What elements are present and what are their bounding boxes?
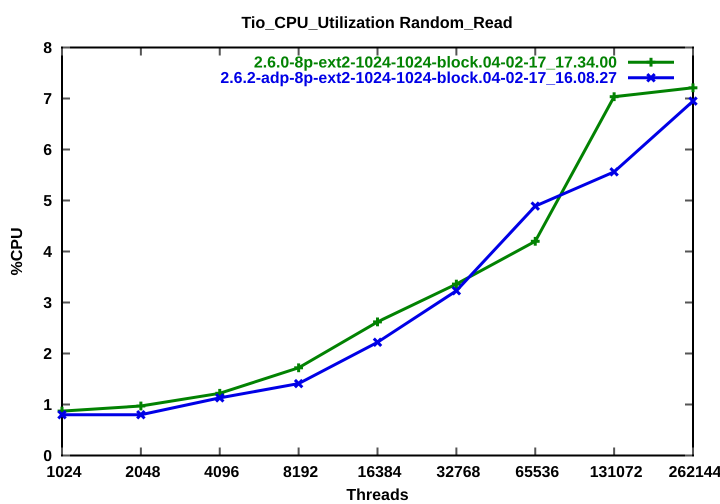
svg-text:1: 1 [43, 397, 52, 414]
svg-text:3: 3 [43, 295, 52, 312]
svg-text:4096: 4096 [204, 464, 239, 481]
svg-text:0: 0 [43, 448, 52, 465]
svg-text:6: 6 [43, 142, 52, 159]
svg-text:16384: 16384 [358, 464, 402, 481]
svg-text:32768: 32768 [436, 464, 480, 481]
svg-text:5: 5 [43, 193, 52, 210]
svg-text:262144: 262144 [669, 464, 720, 481]
svg-text:2048: 2048 [125, 464, 160, 481]
svg-text:2.6.2-adp-8p-ext2-1024-1024-bl: 2.6.2-adp-8p-ext2-1024-1024-block.04-02-… [220, 70, 617, 87]
svg-text:8192: 8192 [283, 464, 318, 481]
svg-text:%CPU: %CPU [9, 227, 26, 275]
svg-text:Threads: Threads [346, 487, 408, 504]
svg-text:65536: 65536 [515, 464, 559, 481]
svg-text:8: 8 [43, 40, 52, 57]
svg-text:1024: 1024 [46, 464, 81, 481]
svg-text:131072: 131072 [590, 464, 643, 481]
svg-text:Tio_CPU_Utilization Random_Rea: Tio_CPU_Utilization Random_Read [241, 14, 512, 32]
svg-text:4: 4 [43, 244, 52, 261]
svg-text:2.6.0-8p-ext2-1024-1024-block.: 2.6.0-8p-ext2-1024-1024-block.04-02-17_1… [254, 55, 617, 72]
svg-text:7: 7 [43, 91, 52, 108]
svg-text:2: 2 [43, 346, 52, 363]
